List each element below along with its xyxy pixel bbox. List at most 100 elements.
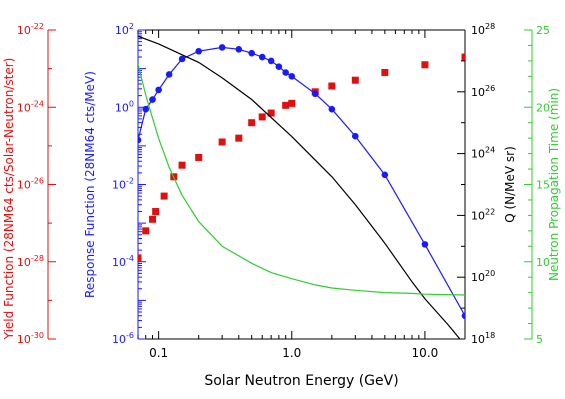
response-data-point bbox=[421, 241, 429, 248]
yield-data-point bbox=[258, 113, 266, 121]
response-data-point bbox=[248, 49, 255, 57]
yield-data-point bbox=[149, 215, 157, 223]
axes-layer bbox=[47, 29, 533, 340]
q-tick-label-exponent: 24 bbox=[485, 146, 495, 155]
response-data-point bbox=[275, 63, 283, 70]
time-tick-label: 5 bbox=[536, 333, 543, 346]
q-tick-label-exponent: 22 bbox=[485, 207, 495, 216]
response-tick-label-exponent: -2 bbox=[126, 177, 134, 186]
yield-tick-label-base: 10 bbox=[17, 24, 31, 37]
q-tick-label-base: 10 bbox=[471, 333, 485, 346]
time-series-line bbox=[138, 63, 465, 296]
yield-tick-label-base: 10 bbox=[17, 333, 31, 346]
yield-data-point bbox=[195, 153, 203, 161]
response-tick-label-base: 10 bbox=[112, 256, 126, 269]
response-data-point bbox=[267, 57, 275, 65]
yield-data-point bbox=[178, 161, 186, 169]
q-tick-label: 1028 bbox=[471, 22, 495, 37]
response-data-point bbox=[138, 136, 142, 144]
response-data-point bbox=[351, 132, 359, 140]
response-series-line bbox=[138, 46, 465, 317]
yield-data-point bbox=[248, 119, 256, 127]
response-tick-label-base: 10 bbox=[115, 101, 129, 114]
response-data-point bbox=[282, 69, 289, 76]
response-axis-title: Response Function (28NM64 cts/MeV) bbox=[83, 71, 97, 298]
response-tick-label-exponent: -6 bbox=[126, 331, 134, 340]
yield-tick-label-exponent: -28 bbox=[31, 254, 44, 263]
q-series-line bbox=[138, 35, 461, 339]
q-axis-title: Q (N/MeV sr) bbox=[503, 146, 517, 223]
q-tick-label-base: 10 bbox=[471, 271, 485, 284]
q-tick-label: 1022 bbox=[471, 207, 495, 222]
response-data-point bbox=[381, 171, 389, 179]
response-tick-label: 102 bbox=[115, 22, 134, 37]
yield-axis-title: Yield Function (28NM64 cts/Solar-Neutron… bbox=[2, 58, 16, 341]
response-tick-label: 10-2 bbox=[112, 177, 134, 192]
yield-data-point bbox=[282, 101, 290, 109]
yield-tick-label-exponent: -22 bbox=[31, 22, 44, 31]
response-tick-label-exponent: 0 bbox=[129, 99, 134, 108]
time-tick-label: 15 bbox=[536, 179, 550, 192]
response-data-point bbox=[235, 46, 243, 53]
yield-data-point bbox=[328, 82, 336, 90]
q-tick-label-exponent: 18 bbox=[485, 331, 495, 340]
q-tick-label-exponent: 28 bbox=[485, 22, 495, 31]
x-tick-label: 1.0 bbox=[282, 346, 301, 360]
response-data-point bbox=[218, 44, 226, 51]
yield-tick-label-base: 10 bbox=[17, 101, 31, 114]
yield-data-point bbox=[351, 76, 359, 84]
response-tick-label-exponent: 2 bbox=[129, 22, 134, 31]
yield-data-point bbox=[421, 61, 429, 69]
q-tick-label-exponent: 20 bbox=[485, 269, 495, 278]
yield-data-point bbox=[461, 53, 465, 61]
response-data-point bbox=[178, 55, 186, 63]
response-data-point bbox=[328, 105, 336, 113]
response-tick-label: 100 bbox=[115, 99, 134, 114]
q-tick-label-base: 10 bbox=[471, 86, 485, 99]
q-tick-label-base: 10 bbox=[471, 209, 485, 222]
time-axis-title: Neutron Propagation Time (min) bbox=[547, 88, 561, 281]
yield-data-point bbox=[138, 254, 142, 262]
x-axis-title: Solar Neutron Energy (GeV) bbox=[204, 373, 398, 389]
response-data-point bbox=[258, 53, 266, 61]
yield-tick-label-base: 10 bbox=[17, 179, 31, 192]
yield-tick-label: 10-28 bbox=[17, 254, 44, 269]
response-data-point bbox=[149, 96, 156, 103]
yield-data-point bbox=[381, 68, 389, 76]
response-tick-label-base: 10 bbox=[115, 24, 129, 37]
time-tick-label: 20 bbox=[536, 101, 550, 114]
q-tick-label-base: 10 bbox=[471, 148, 485, 161]
series-layer bbox=[138, 35, 465, 339]
q-tick-label: 1018 bbox=[471, 331, 495, 346]
yield-tick-label: 10-24 bbox=[17, 99, 44, 114]
yield-data-point bbox=[288, 99, 296, 107]
yield-data-point bbox=[152, 208, 160, 216]
response-data-point bbox=[142, 105, 150, 113]
yield-data-point bbox=[142, 227, 150, 235]
time-tick-label: 25 bbox=[536, 24, 550, 37]
response-tick-label-exponent: -4 bbox=[126, 254, 134, 263]
response-data-point bbox=[155, 86, 162, 94]
response-data-point bbox=[195, 47, 203, 55]
yield-tick-label-exponent: -24 bbox=[31, 99, 44, 108]
q-tick-label: 1026 bbox=[471, 84, 495, 99]
response-tick-label: 10-6 bbox=[112, 331, 134, 346]
yield-tick-label: 10-22 bbox=[17, 22, 44, 37]
yield-tick-label-base: 10 bbox=[17, 256, 31, 269]
response-data-point bbox=[288, 73, 296, 80]
x-tick-label: 10.0 bbox=[412, 346, 439, 360]
time-tick-label: 10 bbox=[536, 256, 550, 269]
q-tick-label-base: 10 bbox=[471, 24, 485, 37]
yield-data-point bbox=[267, 109, 275, 117]
response-data-point bbox=[311, 90, 319, 98]
yield-data-point bbox=[235, 134, 243, 142]
response-data-point bbox=[461, 312, 465, 320]
yield-tick-label: 10-30 bbox=[17, 331, 44, 346]
yield-tick-label: 10-26 bbox=[17, 177, 44, 192]
q-tick-label-exponent: 26 bbox=[485, 84, 495, 93]
response-tick-label-base: 10 bbox=[112, 333, 126, 346]
q-tick-label: 1020 bbox=[471, 269, 495, 284]
yield-tick-label-exponent: -26 bbox=[31, 177, 44, 186]
